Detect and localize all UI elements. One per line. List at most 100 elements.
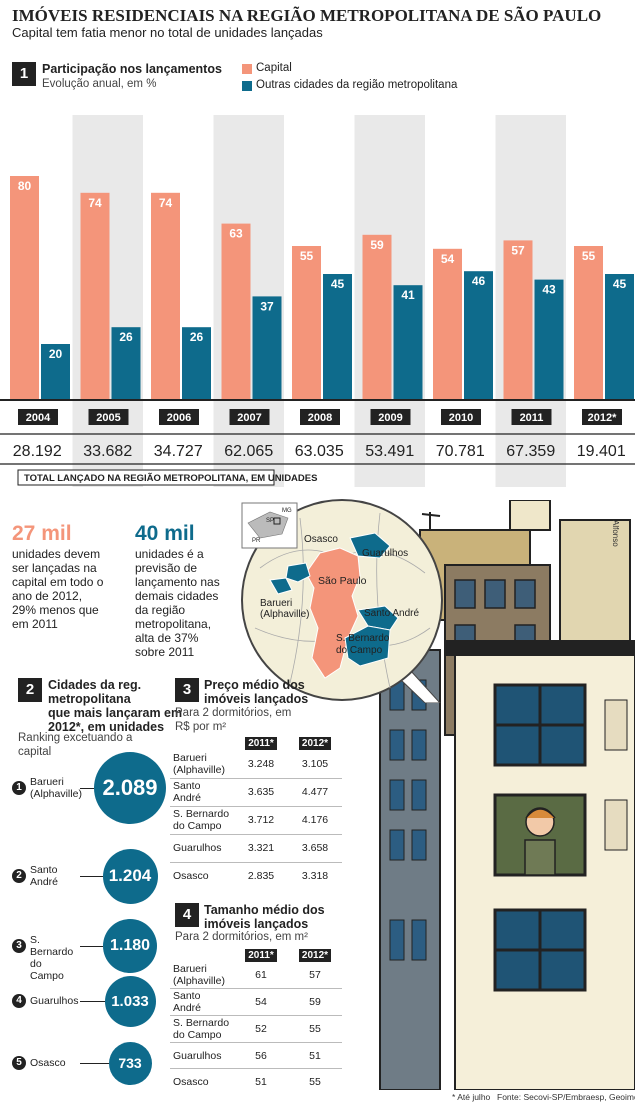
table-row: Barueri (Alphaville) 3.248 3.105 xyxy=(170,750,342,778)
rank-connector-line xyxy=(80,876,103,877)
bar-outras xyxy=(464,271,493,400)
year-label-bg xyxy=(511,409,552,425)
inset-label-pr: PR xyxy=(252,538,261,544)
rank-number: 4 xyxy=(12,994,26,1008)
map-label-sbc: S. Bernardo xyxy=(336,633,390,644)
table-row: S. Bernardo do Campo 3.712 4.176 xyxy=(170,806,342,834)
outras-stat-value: 40 mil xyxy=(135,522,195,545)
section-4-title: Tamanho médio dos imóveis lançados xyxy=(204,903,325,931)
section-2-title-line: que mais lançaram em xyxy=(48,706,183,720)
total-value: 70.781 xyxy=(436,443,485,460)
rank-connector-line xyxy=(80,1001,105,1002)
rank-connector-line xyxy=(80,788,94,789)
bar-label-capital: 80 xyxy=(18,179,32,193)
rank-connector-line xyxy=(80,946,103,947)
year-label-bg xyxy=(370,409,411,425)
inset-label-mg: MG xyxy=(282,508,292,514)
table-row-label: S. Bernardo do Campo xyxy=(170,1016,234,1043)
table-row-label-line: André xyxy=(173,1002,202,1014)
outras-stat-text: unidades é a previsão de lançamento nas dem… xyxy=(135,547,220,659)
table-column-header: 2011* xyxy=(245,737,277,750)
participation-chart: 80 20 2004 28.192 74 26 2005 33.682 74 26 2006 34.7… xyxy=(0,115,635,487)
rank-city-name-line: Barueri xyxy=(30,776,64,788)
bar-outras xyxy=(323,274,352,400)
table-row-label-line: Guarulhos xyxy=(173,842,222,854)
year-label: 2009 xyxy=(378,412,402,424)
outras-stat-line: lançamento nas xyxy=(135,575,220,589)
section-2-title-line: Cidades da reg. xyxy=(48,678,142,692)
table-row-label: Osasco xyxy=(170,862,234,890)
rank-number: 3 xyxy=(12,939,26,953)
section-4-number: 4 xyxy=(175,903,199,927)
total-value: 62.065 xyxy=(224,443,273,460)
rank-number: 5 xyxy=(12,1056,26,1070)
year-label-bg xyxy=(159,409,199,425)
year-label: 2011 xyxy=(520,412,544,424)
bar-outras xyxy=(252,296,282,400)
bar-capital xyxy=(221,223,251,400)
table-cell: 61 xyxy=(255,969,267,981)
bar-label-capital: 74 xyxy=(88,196,102,210)
table-row-label: Santo André xyxy=(170,989,234,1016)
outras-stat-line: demais cidades xyxy=(135,589,219,603)
bar-label-outras: 45 xyxy=(613,277,627,291)
table-header-empty xyxy=(170,736,234,750)
table-cell: 4.477 xyxy=(301,786,329,798)
outras-stat-line: previsão de xyxy=(135,561,198,575)
table-row-label: Barueri (Alphaville) xyxy=(170,750,234,778)
building-illustration xyxy=(379,500,635,1090)
map-label-barueri: Barueri xyxy=(260,598,292,609)
rank-city-name-line: (Alphaville) xyxy=(30,788,82,800)
bar-label-capital: 57 xyxy=(511,243,525,257)
table-header-cell: 2011* xyxy=(234,948,288,962)
table-row-label-line: Osasco xyxy=(173,870,209,883)
bar-label-capital: 55 xyxy=(300,249,314,263)
year-label: 2005 xyxy=(96,412,120,424)
section-2-subtitle-line: Ranking excetuando a xyxy=(18,732,133,744)
table-cell: 3.635 xyxy=(247,786,275,798)
capital-stat-line: ser lançadas na xyxy=(12,561,97,575)
bar-outras xyxy=(41,344,70,400)
table-row: S. Bernardo do Campo 52 55 xyxy=(170,1015,342,1043)
table-cell: 55 xyxy=(309,1023,321,1035)
total-label: TOTAL LANÇADO NA REGIÃO METROPOLITANA, E… xyxy=(24,473,317,484)
table-row-label-line: do Campo xyxy=(173,820,222,832)
section-4-title-line: imóveis lançados xyxy=(204,917,309,931)
table-row: Osasco 51 55 xyxy=(170,1068,342,1095)
outras-stat-line: alta de 37% xyxy=(135,631,199,645)
year-label: 2010 xyxy=(449,412,473,424)
map-label-osasco: Osasco xyxy=(304,534,338,545)
rank-city-name-line: Osasco xyxy=(30,1057,66,1069)
bar-label-outras: 26 xyxy=(119,330,133,344)
table-cell: 2.835 xyxy=(247,870,275,883)
rank-number: 2 xyxy=(12,869,26,883)
section-2-number: 2 xyxy=(18,678,42,702)
map-label-santo-andre: Santo André xyxy=(364,608,419,619)
total-value: 19.401 xyxy=(577,443,626,460)
total-value: 33.682 xyxy=(83,443,132,460)
size-table: 2011* 2012* Barueri (Alphaville) 61 57 Santo An… xyxy=(170,948,342,1095)
total-value: 63.035 xyxy=(295,443,344,460)
year-label: 2012* xyxy=(588,412,617,424)
bar-capital xyxy=(503,240,533,400)
footer-source: Fonte: Secovi-SP/Embraesp, Geoimovel xyxy=(497,1092,635,1102)
page-title: IMÓVEIS RESIDENCIAIS NA REGIÃO METROPOLI… xyxy=(12,6,602,25)
table-row-label-line: do Campo xyxy=(173,1029,222,1041)
price-table: 2011* 2012* Barueri (Alphaville) 3.248 3.105 S… xyxy=(170,736,342,890)
outras-stat-line: sobre 2011 xyxy=(135,645,195,659)
bar-label-outras: 26 xyxy=(190,330,204,344)
year-label-bg xyxy=(441,409,481,425)
table-cell: 51 xyxy=(255,1075,267,1088)
year-label-bg xyxy=(88,409,129,425)
bar-capital xyxy=(80,192,110,400)
table-row-label-line: Osasco xyxy=(173,1075,209,1088)
year-label: 2007 xyxy=(237,412,261,424)
bar-outras xyxy=(111,327,141,400)
table-cell: 3.318 xyxy=(301,870,329,883)
table-row-label: Guarulhos xyxy=(170,1043,234,1069)
footer-note: * Até julho xyxy=(452,1092,491,1102)
table-row: Santo André 3.635 4.477 xyxy=(170,778,342,806)
section-4-title-line: Tamanho médio dos xyxy=(204,903,325,917)
map-label-sao-paulo: São Paulo xyxy=(318,575,367,587)
section-2-title: Cidades da reg. metropolitana que mais lan… xyxy=(48,678,182,734)
